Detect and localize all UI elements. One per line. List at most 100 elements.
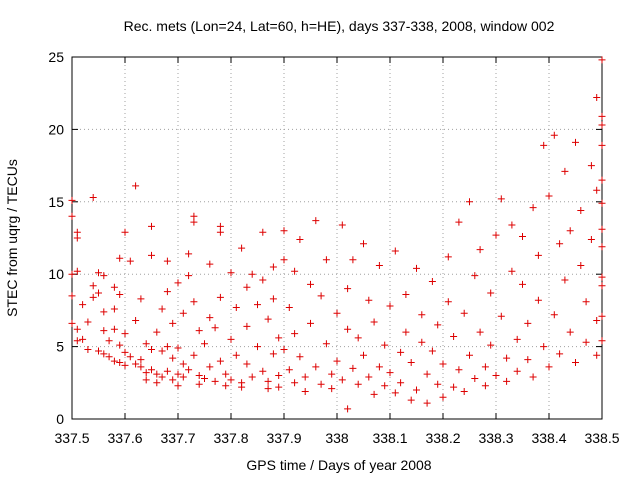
- data-point: [312, 217, 320, 225]
- data-point: [439, 360, 447, 368]
- y-tick-label: 5: [56, 339, 64, 355]
- data-point: [68, 270, 76, 278]
- data-point: [174, 279, 182, 287]
- data-point: [365, 373, 373, 381]
- data-point: [471, 272, 479, 280]
- data-point: [116, 290, 124, 298]
- data-point: [466, 198, 473, 206]
- data-point: [142, 376, 150, 384]
- data-point: [238, 383, 246, 391]
- data-point: [338, 221, 346, 229]
- data-point: [142, 369, 150, 377]
- data-point: [121, 361, 129, 369]
- x-tick-label: 337.9: [266, 430, 301, 446]
- x-tick-label: 338: [325, 430, 349, 446]
- data-point: [73, 234, 81, 242]
- data-point: [481, 382, 489, 390]
- data-point: [148, 251, 155, 259]
- data-point: [587, 235, 595, 243]
- data-point: [264, 385, 272, 393]
- data-point: [95, 289, 102, 297]
- data-point: [381, 341, 389, 349]
- data-point: [232, 351, 240, 359]
- data-point: [402, 328, 410, 336]
- data-point: [593, 186, 601, 194]
- data-point: [513, 367, 521, 375]
- data-point: [211, 377, 219, 385]
- data-point: [259, 228, 267, 236]
- data-point: [598, 121, 606, 129]
- data-point: [201, 374, 208, 382]
- data-point: [73, 325, 81, 333]
- data-point: [132, 360, 140, 368]
- data-point: [243, 360, 251, 368]
- data-point: [126, 353, 134, 361]
- data-point: [275, 383, 283, 391]
- x-axis-label: GPS time / Days of year 2008: [246, 457, 431, 473]
- data-point: [280, 256, 288, 264]
- data-point: [402, 290, 410, 298]
- data-point: [349, 256, 357, 264]
- data-point: [137, 356, 145, 364]
- data-point: [370, 390, 378, 398]
- data-point: [216, 228, 224, 236]
- data-point: [148, 222, 155, 230]
- data-point: [190, 298, 198, 306]
- data-point: [508, 267, 516, 275]
- data-point: [110, 325, 118, 333]
- data-point: [280, 345, 288, 353]
- data-point: [89, 293, 97, 301]
- data-point: [317, 292, 325, 300]
- data-point: [291, 330, 299, 338]
- data-point: [428, 347, 436, 355]
- data-point: [195, 327, 203, 335]
- data-point: [100, 272, 108, 280]
- data-point: [524, 319, 532, 327]
- data-point: [466, 351, 473, 359]
- data-point: [572, 359, 579, 367]
- data-point: [79, 301, 87, 309]
- data-point: [84, 345, 92, 353]
- data-point: [503, 354, 511, 362]
- data-point: [179, 360, 187, 368]
- x-tick-label: 337.7: [160, 430, 195, 446]
- data-point: [222, 370, 230, 378]
- data-point: [460, 387, 468, 395]
- data-point: [519, 233, 526, 241]
- data-point: [587, 162, 595, 170]
- data-point: [195, 380, 203, 388]
- data-point: [381, 382, 389, 390]
- data-point: [413, 264, 420, 272]
- y-tick-label: 0: [56, 411, 64, 427]
- data-point: [179, 373, 187, 381]
- y-tick-label: 20: [48, 121, 64, 137]
- data-point: [317, 380, 325, 388]
- data-point: [566, 328, 574, 336]
- data-point: [110, 357, 118, 365]
- data-point: [598, 112, 606, 120]
- data-points: [68, 56, 606, 413]
- data-point: [243, 283, 251, 291]
- data-point: [73, 337, 81, 345]
- data-point: [593, 317, 601, 325]
- data-point: [222, 382, 230, 390]
- data-point: [153, 370, 161, 378]
- data-point: [354, 380, 362, 388]
- data-point: [68, 212, 76, 220]
- data-point: [338, 376, 346, 384]
- data-point: [497, 195, 505, 203]
- data-point: [95, 269, 102, 277]
- data-point: [227, 269, 235, 277]
- data-point: [116, 359, 124, 367]
- y-tick-label: 25: [48, 49, 64, 65]
- data-point: [89, 193, 97, 201]
- x-tick-label: 338.5: [584, 430, 619, 446]
- data-point: [264, 315, 272, 323]
- data-point: [471, 374, 479, 382]
- data-point: [391, 247, 399, 255]
- data-point: [95, 347, 102, 355]
- data-point: [275, 372, 283, 380]
- data-point: [545, 363, 553, 371]
- data-point: [492, 231, 500, 239]
- data-point: [413, 386, 420, 394]
